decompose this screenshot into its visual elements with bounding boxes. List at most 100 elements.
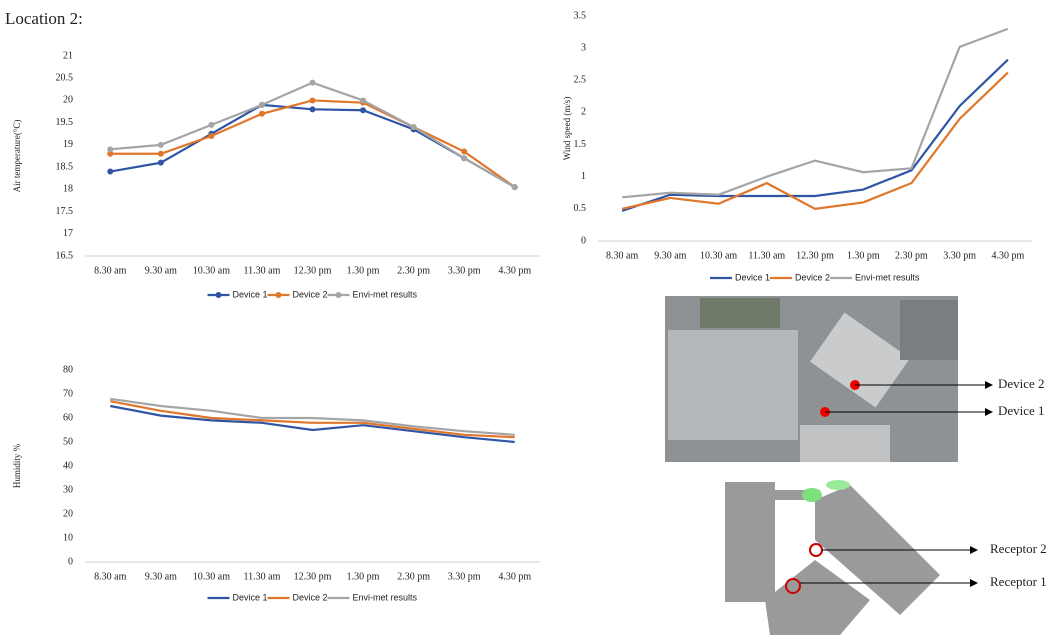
x-tick-label: 4.30 pm — [498, 571, 531, 582]
legend-label: Envi-met results — [855, 272, 920, 282]
x-tick-label: 10.30 am — [193, 265, 230, 276]
y-axis-label: Air temperature(°C) — [12, 120, 22, 193]
x-tick-label: 8.30 am — [94, 571, 126, 582]
series-line — [110, 99, 516, 189]
point — [208, 121, 215, 128]
y-tick-label: 3 — [581, 42, 586, 53]
legend-label: Device 2 — [293, 289, 328, 299]
y-tick-label: 40 — [63, 460, 73, 471]
y-tick-label: 17 — [63, 228, 73, 239]
legend-label: Device 1 — [233, 592, 268, 602]
y-tick-label: 60 — [63, 412, 73, 423]
simulation-map — [725, 480, 978, 635]
y-tick-label: 16.5 — [56, 250, 74, 261]
y-tick-label: 17.5 — [56, 206, 74, 217]
x-tick-label: 9.30 am — [654, 250, 686, 261]
x-tick-label: 8.30 am — [606, 250, 638, 261]
y-tick-label: 18 — [63, 184, 73, 195]
legend-label: Device 1 — [233, 289, 268, 299]
point — [107, 150, 114, 157]
y-tick-label: 0 — [581, 235, 586, 246]
point — [258, 101, 265, 108]
y-tick-label: 20.5 — [56, 73, 74, 84]
point — [258, 110, 265, 117]
y-tick-label: 2.5 — [574, 75, 587, 86]
series-line — [621, 58, 1009, 212]
point — [309, 106, 316, 113]
x-tick-label: 8.30 am — [94, 265, 126, 276]
point — [157, 141, 164, 148]
series-line — [110, 397, 515, 436]
x-tick-label: 4.30 pm — [991, 250, 1024, 261]
y-tick-label: 2 — [581, 107, 586, 118]
legend-label: Device 2 — [293, 592, 328, 602]
y-tick-label: 50 — [63, 436, 73, 447]
y-tick-label: 10 — [63, 532, 73, 543]
y-tick-label: 0.5 — [574, 203, 587, 214]
x-tick-label: 2.30 pm — [397, 265, 430, 276]
legend-label: Device 2 — [795, 272, 830, 282]
x-tick-label: 12.30 pm — [294, 571, 332, 582]
y-tick-label: 1 — [581, 171, 586, 182]
point — [157, 150, 164, 157]
legend-label: Envi-met results — [353, 289, 418, 299]
y-tick-label: 80 — [63, 364, 73, 375]
point — [309, 97, 316, 104]
y-axis-label: Humidity % — [12, 443, 22, 488]
x-tick-label: 2.30 pm — [397, 571, 430, 582]
point — [461, 155, 468, 162]
y-tick-label: 70 — [63, 388, 73, 399]
series-line — [622, 27, 1009, 199]
y-axis-label: Wind speed (m/s) — [562, 97, 572, 161]
y-tick-label: 30 — [63, 484, 73, 495]
x-tick-label: 11.30 am — [244, 265, 281, 276]
legend-label: Envi-met results — [353, 592, 418, 602]
annotation: Receptor 1 — [990, 574, 1047, 589]
point — [107, 146, 114, 153]
point — [410, 124, 417, 131]
legend-marker — [335, 292, 342, 298]
point — [360, 97, 367, 104]
series-line — [621, 71, 1009, 210]
legend-marker — [215, 292, 222, 298]
x-tick-label: 3.30 pm — [943, 250, 976, 261]
annotation: Device 1 — [998, 403, 1045, 418]
y-tick-label: 18.5 — [56, 161, 74, 172]
x-tick-label: 1.30 pm — [847, 250, 880, 261]
legend-label: Device 1 — [735, 272, 770, 282]
y-tick-label: 19.5 — [56, 117, 74, 128]
y-tick-label: 0 — [68, 556, 73, 567]
x-tick-label: 3.30 pm — [448, 571, 481, 582]
series-line — [110, 400, 515, 439]
x-tick-label: 3.30 pm — [448, 265, 481, 276]
point — [461, 148, 468, 155]
x-tick-label: 9.30 am — [145, 265, 177, 276]
y-tick-label: 1.5 — [574, 139, 587, 150]
y-tick-label: 20 — [63, 95, 73, 106]
point — [157, 159, 164, 166]
series-line — [110, 404, 515, 444]
point — [208, 133, 215, 139]
x-tick-label: 12.30 pm — [796, 250, 834, 261]
aerial-photo — [665, 296, 993, 462]
x-tick-label: 2.30 pm — [895, 250, 928, 261]
x-tick-label: 1.30 pm — [347, 571, 380, 582]
annotation: Device 2 — [998, 376, 1045, 391]
x-tick-label: 4.30 pm — [498, 265, 531, 276]
y-tick-label: 19 — [63, 139, 73, 150]
point — [360, 107, 367, 114]
x-tick-label: 10.30 am — [193, 571, 230, 582]
legend-marker — [275, 292, 282, 298]
y-tick-label: 21 — [63, 50, 73, 61]
point — [511, 184, 518, 191]
x-tick-label: 11.30 am — [244, 571, 281, 582]
point — [309, 79, 316, 86]
y-tick-label: 3.5 — [574, 10, 587, 21]
y-tick-label: 20 — [63, 508, 73, 519]
x-tick-label: 10.30 am — [700, 250, 737, 261]
heading: Location 2: — [5, 9, 83, 28]
x-tick-label: 9.30 am — [145, 571, 177, 582]
annotation: Receptor 2 — [990, 541, 1047, 556]
x-tick-label: 1.30 pm — [347, 265, 380, 276]
